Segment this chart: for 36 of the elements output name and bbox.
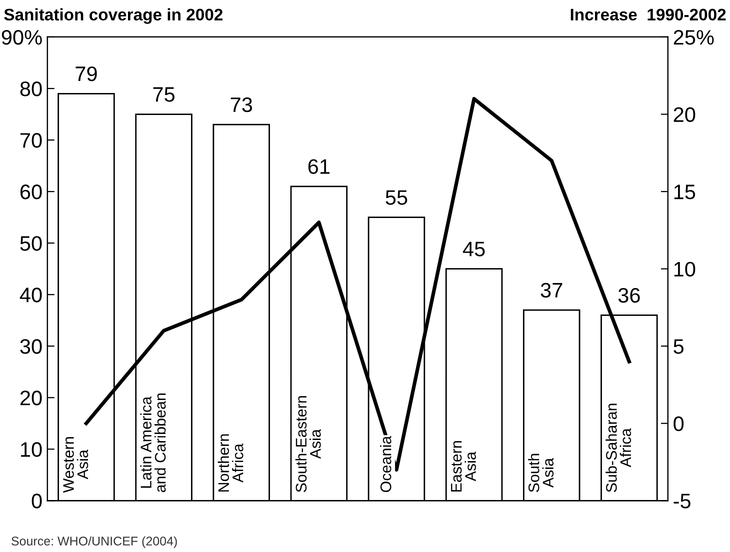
y2-tick-label: 20: [674, 107, 696, 122]
y2-tick-label: 5: [674, 339, 684, 354]
data-label: 45: [462, 242, 485, 256]
x-tick-label: Eastern Asia: [451, 441, 476, 492]
data-label: 75: [153, 87, 175, 102]
y-tick-label: 90%: [2, 30, 42, 45]
x-tick-label: Northern Africa: [218, 434, 244, 492]
y2-tick-label: 10: [674, 262, 696, 277]
y2-tick-label: 25%: [674, 30, 714, 45]
x-tick-label: South-Eastern Asia: [295, 396, 321, 492]
data-label: 55: [386, 190, 408, 205]
y-tick-label: 60: [20, 184, 42, 200]
data-label: 73: [230, 97, 252, 112]
y-tick-label: 30: [20, 339, 42, 354]
y-tick-label: 10: [21, 442, 42, 457]
y-tick-label: 80: [20, 82, 42, 96]
x-tick-label: Latin America and Caribbean: [140, 394, 166, 492]
y-axis-title: Sanitation coverage in 2002: [4, 8, 223, 24]
source-note: Source: WHO/UNICEF (2004): [12, 536, 177, 548]
x-tick-label: Oceania: [380, 436, 392, 492]
y2-tick-label: -5: [674, 494, 690, 508]
x-tick-label: South Asia: [528, 454, 554, 492]
data-label: 37: [540, 282, 562, 298]
y-tick-label: 40: [20, 288, 42, 302]
y2-axis-title: Increase 1990-2002: [570, 8, 726, 21]
y-tick-label: 0: [32, 494, 42, 508]
y-tick-label: 20: [20, 390, 42, 406]
x-tick-label: Western Asia: [63, 437, 88, 493]
data-label: 61: [308, 159, 330, 174]
data-label: 79: [76, 66, 97, 82]
y2-tick-label: 15: [674, 184, 696, 200]
y2-tick-label: 0: [674, 416, 684, 432]
x-tick-label: Sub-Saharan Africa: [606, 404, 632, 492]
data-label: 36: [618, 288, 640, 303]
y-tick-label: 70: [20, 133, 42, 148]
y-tick-label: 50: [20, 236, 42, 251]
